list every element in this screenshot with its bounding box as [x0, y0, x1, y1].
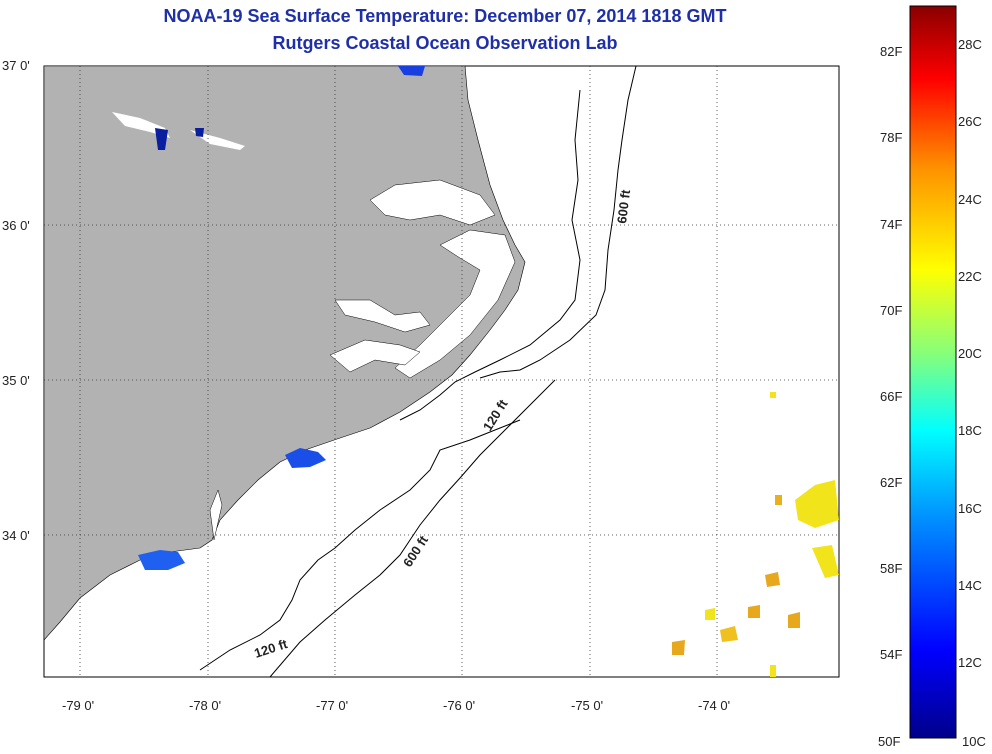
contour-label-600-north: 600 ft	[614, 188, 633, 224]
lon-label-75: -75 0'	[571, 698, 603, 713]
contour-600ft-south	[269, 379, 556, 677]
colorbar-fahrenheit-labels: 82F 78F 74F 70F 66F 62F 58F 54F 50F	[878, 44, 902, 749]
lon-label-78: -78 0'	[189, 698, 221, 713]
lon-label-74: -74 0'	[698, 698, 730, 713]
lon-label-77: -77 0'	[316, 698, 348, 713]
cb-f-66: 66F	[880, 389, 902, 404]
cb-f-78: 78F	[880, 130, 902, 145]
cb-f-58: 58F	[880, 561, 902, 576]
lon-label-79: -79 0'	[62, 698, 94, 713]
lat-label-34: 34 0'	[2, 528, 30, 543]
lon-label-76: -76 0'	[443, 698, 475, 713]
cold-water-patch-3	[138, 550, 185, 570]
lat-label-37: 37 0'	[2, 58, 30, 73]
cb-c-16: 16C	[958, 501, 982, 516]
cb-c-24: 24C	[958, 192, 982, 207]
cb-f-82: 82F	[880, 44, 902, 59]
neuse-river	[329, 339, 421, 373]
contour-600ft	[479, 66, 637, 379]
lat-label-35: 35 0'	[2, 373, 30, 388]
inland-lakes	[112, 112, 245, 150]
lat-lon-grid	[44, 66, 839, 677]
warm-water-pixels	[672, 392, 839, 677]
cb-c-22: 22C	[958, 269, 982, 284]
contour-120ft	[399, 89, 581, 421]
cb-c-28: 28C	[958, 37, 982, 52]
cb-c-12: 12C	[958, 655, 982, 670]
pamlico-river	[334, 299, 431, 333]
cb-f-70: 70F	[880, 303, 902, 318]
pamlico-sound	[394, 229, 516, 379]
cb-c-14: 14C	[958, 578, 982, 593]
contour-120ft-south	[199, 419, 521, 671]
cb-f-74: 74F	[880, 217, 902, 232]
colorbar-celsius-labels: 28C 26C 24C 22C 20C 18C 16C 14C 12C 10C	[958, 37, 986, 749]
cold-water-patch-1	[398, 66, 425, 76]
cb-f-62: 62F	[880, 475, 902, 490]
map-subtitle: Rutgers Coastal Ocean Observation Lab	[272, 33, 618, 53]
cb-c-10: 10C	[962, 734, 986, 749]
temperature-colorbar	[909, 5, 957, 739]
cb-c-26: 26C	[958, 114, 982, 129]
cb-c-20: 20C	[958, 346, 982, 361]
cb-f-50: 50F	[878, 734, 900, 749]
cape-fear-river	[209, 489, 223, 541]
map-title: NOAA-19 Sea Surface Temperature: Decembe…	[163, 6, 727, 26]
cb-f-54: 54F	[880, 647, 902, 662]
lat-label-36: 36 0'	[2, 218, 30, 233]
cold-water-patch-4	[155, 128, 204, 150]
cb-c-18: 18C	[958, 423, 982, 438]
albemarle-sound	[369, 179, 496, 226]
cold-water-patch-2	[285, 448, 326, 468]
